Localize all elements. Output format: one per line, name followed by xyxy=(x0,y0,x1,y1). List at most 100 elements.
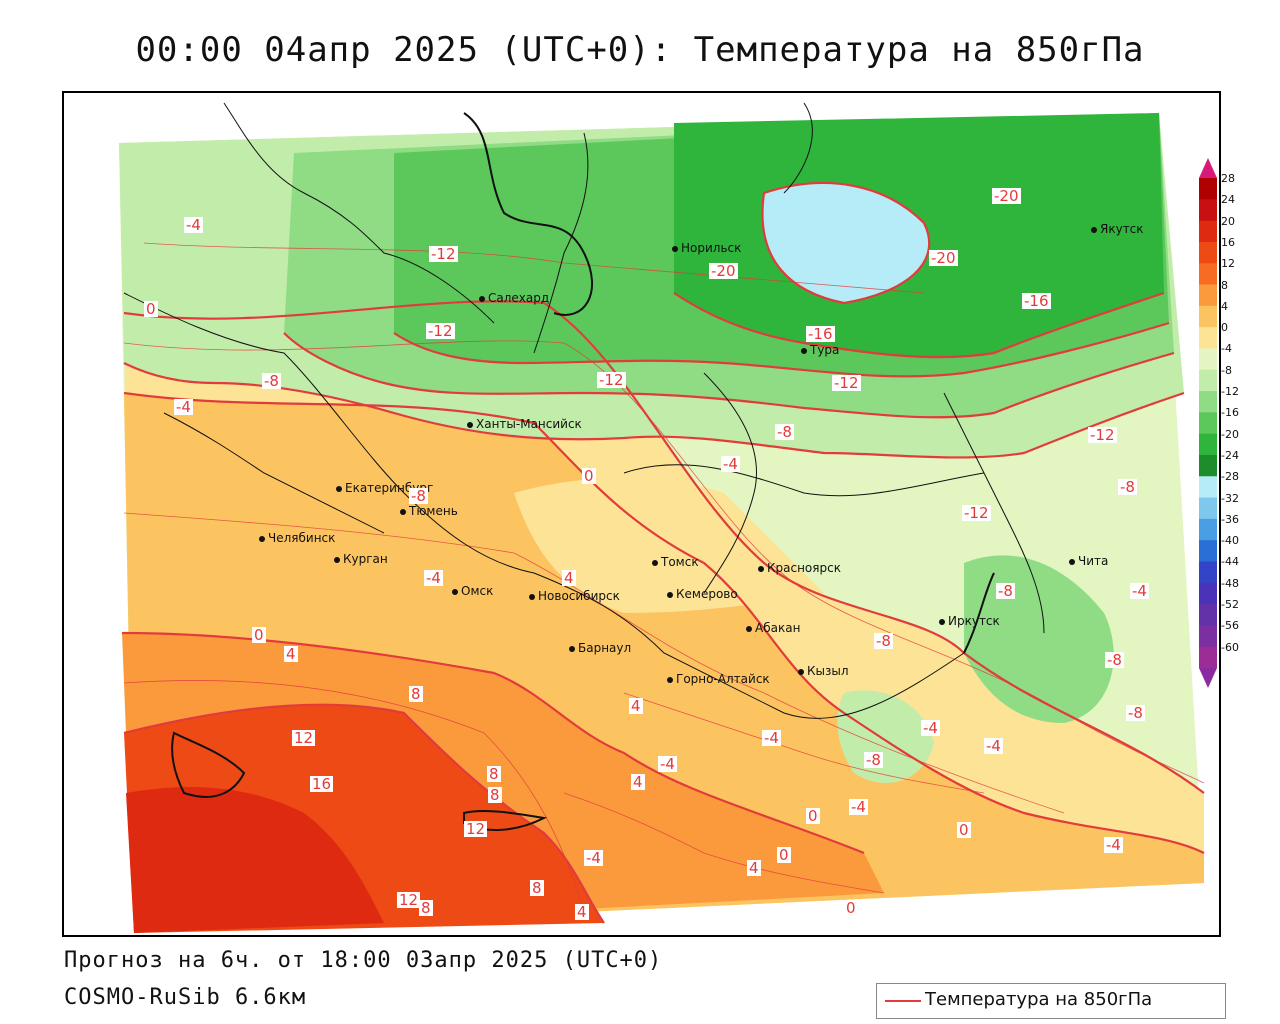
colorbar-tick-label: -24 xyxy=(1221,448,1239,462)
contour-label: -8 xyxy=(864,751,883,769)
contour-label: 0 xyxy=(957,821,971,839)
colorbar-swatch xyxy=(1199,497,1217,520)
contour-label: 0 xyxy=(777,846,791,864)
city-omsk: Омск xyxy=(452,584,493,598)
contour-label: -4 xyxy=(1104,836,1123,854)
contour-label: 8 xyxy=(530,879,544,897)
contour-label: 4 xyxy=(631,773,645,791)
colorbar-swatch xyxy=(1199,582,1217,605)
contour-label: -4 xyxy=(184,216,203,234)
contour-label: 12 xyxy=(397,891,421,909)
contour-label: 4 xyxy=(747,859,761,877)
contour-label: -8 xyxy=(1126,704,1145,722)
contour-label: 0 xyxy=(582,467,596,485)
contour-label: 8 xyxy=(487,765,501,783)
contour-label: -4 xyxy=(584,849,603,867)
colorbar-swatch xyxy=(1199,540,1217,562)
contour-label: 4 xyxy=(284,645,298,663)
city-tomsk: Томск xyxy=(652,555,699,569)
colorbar-swatch xyxy=(1199,263,1217,286)
contour-label: 16 xyxy=(310,775,334,793)
contour-label: -8 xyxy=(874,632,893,650)
contour-label: -16 xyxy=(1022,292,1051,310)
colorbar-tick-label: 8 xyxy=(1221,278,1228,292)
contour-label: -4 xyxy=(762,729,781,747)
colorbar-swatch xyxy=(1199,433,1217,456)
colorbar-swatch xyxy=(1199,241,1217,264)
city-tyumen: Тюмень xyxy=(400,504,458,518)
colorbar-swatch xyxy=(1199,604,1217,626)
city-kemerovo: Кемерово xyxy=(667,587,738,601)
contour-label: -8 xyxy=(1105,651,1124,669)
colorbar-tick-label: 12 xyxy=(1221,257,1235,271)
city-yakutsk: Якутск xyxy=(1091,222,1144,236)
colorbar-tick-label: -12 xyxy=(1221,385,1239,399)
colorbar-swatch xyxy=(1199,412,1217,435)
colorbar-tick-label: -32 xyxy=(1221,491,1239,505)
contour-label: 12 xyxy=(292,729,316,747)
city-salekhard: Салехард xyxy=(479,291,549,305)
contour-label: -12 xyxy=(597,371,626,389)
city-novosibirsk: Новосибирск xyxy=(529,589,620,603)
contour-label: 4 xyxy=(575,903,589,921)
colorbar-swatch xyxy=(1199,327,1217,349)
model-name: COSMO-RuSib 6.6км xyxy=(64,985,307,1010)
contour-label: -8 xyxy=(996,582,1015,600)
colorbar-tick-label: 16 xyxy=(1221,235,1235,249)
colorbar-tick-label: -16 xyxy=(1221,406,1239,420)
city-abakan: Абакан xyxy=(746,621,800,635)
contour-label: -4 xyxy=(849,798,868,816)
contour-label: 0 xyxy=(252,626,266,644)
legend-label: Температура на 850гПа xyxy=(925,989,1153,1010)
contour-label: 0 xyxy=(844,899,858,917)
colorbar-tick-label: -44 xyxy=(1221,555,1239,569)
colorbar-tick-label: -8 xyxy=(1221,363,1232,377)
colorbar-swatch xyxy=(1199,348,1217,371)
contour-label: -16 xyxy=(806,325,835,343)
map-title: 00:00 04апр 2025 (UTC+0): Температура на… xyxy=(135,30,1145,70)
colorbar-swatch xyxy=(1199,518,1217,541)
colorbar-swatch xyxy=(1199,625,1217,648)
contour-label: -8 xyxy=(409,487,428,505)
contour-label: 8 xyxy=(409,685,423,703)
colorbar-tick-label: -36 xyxy=(1221,512,1239,526)
map-canvas xyxy=(119,102,1205,933)
colorbar-tick-label: -60 xyxy=(1221,640,1239,654)
colorbar-top-arrow xyxy=(1199,158,1217,178)
colorbar-tick-label: 20 xyxy=(1221,214,1235,228)
colorbar-tick-label: 0 xyxy=(1221,321,1228,335)
contour-label: 4 xyxy=(629,697,643,715)
colorbar-swatch xyxy=(1199,454,1217,477)
contour-label: -4 xyxy=(424,569,443,587)
colorbar-swatch xyxy=(1199,391,1217,413)
legend-line-swatch xyxy=(885,1000,921,1002)
city-irkutsk: Иркутск xyxy=(939,614,1000,628)
colorbar-tick-label: 4 xyxy=(1221,299,1228,313)
colorbar-tick-label: -4 xyxy=(1221,342,1232,356)
colorbar-bottom-arrow xyxy=(1199,668,1217,688)
legend-box: Температура на 850гПа xyxy=(876,983,1226,1019)
city-khanty-mansiysk: Ханты-Мансийск xyxy=(467,417,582,431)
colorbar-tick-label: -48 xyxy=(1221,576,1239,590)
contour-label: -20 xyxy=(929,249,958,267)
city-gorno-altaysk: Горно-Алтайск xyxy=(667,672,770,686)
contour-label: -4 xyxy=(174,398,193,416)
contour-label: -4 xyxy=(658,755,677,773)
city-chelyabinsk: Челябинск xyxy=(259,531,335,545)
colorbar-tick-label: -56 xyxy=(1221,619,1239,633)
city-kyzyl: Кызыл xyxy=(798,664,849,678)
colorbar-tick-label: 28 xyxy=(1221,172,1235,185)
city-norilsk: Норильск xyxy=(672,241,741,255)
colorbar xyxy=(1199,158,1217,688)
colorbar-tick-label: 24 xyxy=(1221,193,1235,207)
contour-label: -12 xyxy=(1088,426,1117,444)
city-barnaul: Барнаул xyxy=(569,641,631,655)
colorbar-swatch xyxy=(1199,561,1217,584)
contour-label: -4 xyxy=(921,719,940,737)
contour-label: -8 xyxy=(262,372,281,390)
contour-label: 0 xyxy=(806,807,820,825)
colorbar-swatch xyxy=(1199,178,1217,200)
city-tura: Тура xyxy=(801,343,839,357)
contour-label: 8 xyxy=(419,899,433,917)
colorbar-tick-label: -40 xyxy=(1221,534,1239,548)
